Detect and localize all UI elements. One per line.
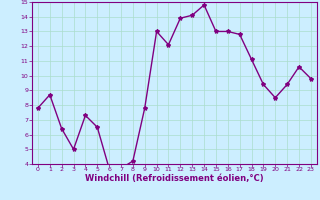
X-axis label: Windchill (Refroidissement éolien,°C): Windchill (Refroidissement éolien,°C) [85,174,264,183]
